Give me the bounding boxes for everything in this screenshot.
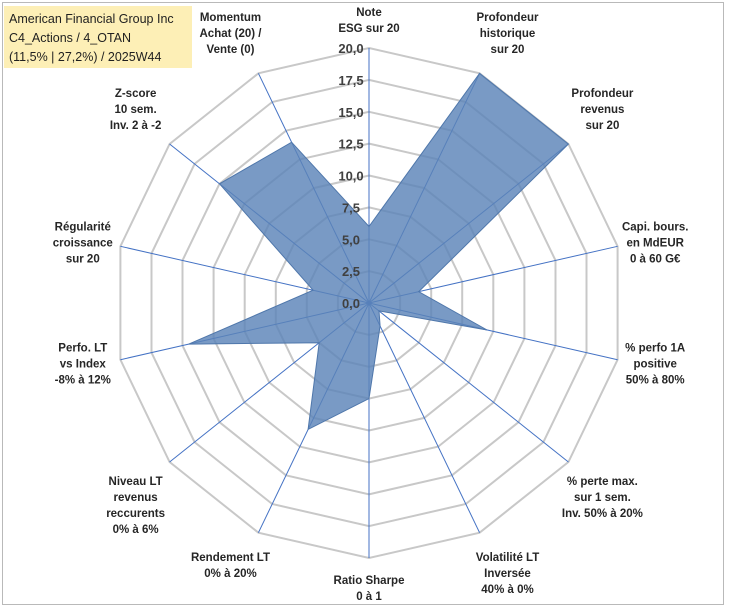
chart-title-line-2: C4_Actions / 4_OTAN — [9, 31, 132, 45]
axis-label: Momentum Achat (20) / Vente (0) — [200, 12, 263, 56]
axis-label: Régularité croissance sur 20 — [53, 221, 113, 265]
tick-label: 17,5 — [338, 73, 363, 88]
chart-title-line-3: (11,5% | 27,2%) / 2025W44 — [9, 50, 162, 64]
axis-label: Perfo. LT vs Index -8% à 12% — [55, 343, 111, 387]
tick-label: 15,0 — [338, 105, 363, 120]
axis-label: Note ESG sur 20 — [338, 7, 399, 35]
axis-label: Z-score 10 sem. Inv. 2 à -2 — [110, 88, 162, 132]
axis-label: Profondeur historique sur 20 — [477, 12, 539, 56]
chart-title-box: American Financial Group Inc C4_Actions … — [4, 6, 192, 68]
tick-label: 7,5 — [342, 200, 360, 215]
axis-label: % perte max. sur 1 sem. Inv. 50% à 20% — [562, 476, 643, 520]
axis-label: Volatilité LT Inversée 40% à 0% — [476, 552, 539, 596]
axis-spoke — [368, 302, 481, 533]
series-area — [188, 72, 570, 431]
axis-label: % perfo 1A positive 50% à 80% — [625, 343, 685, 387]
tick-label: 2,5 — [342, 264, 360, 279]
axis-spoke — [368, 302, 569, 463]
axis-label: Profondeur revenus sur 20 — [571, 88, 633, 132]
axis-label: Rendement LT 0% à 20% — [191, 552, 270, 580]
tick-label: 20,0 — [338, 41, 363, 56]
radar-series — [188, 72, 570, 431]
radar-axis-labels: Note ESG sur 20 Profondeur historique sur 20… — [53, 7, 689, 603]
tick-label: 10,0 — [338, 169, 363, 184]
axis-label: Ratio Sharpe 0 à 1 — [334, 575, 405, 603]
tick-label: 0,0 — [342, 296, 360, 311]
axis-label: Capi. bours. en MdEUR 0 à 60 G€ — [622, 221, 688, 265]
radar-tick-labels: 0,0 2,5 5,0 7,5 10,0 12,5 15,0 17,5 20,0 — [338, 41, 363, 311]
chart-title-line-1: American Financial Group Inc — [9, 12, 174, 26]
tick-label: 5,0 — [342, 232, 360, 247]
axis-label: Niveau LT revenus reccurents 0% à 6% — [106, 476, 165, 536]
tick-label: 12,5 — [338, 137, 363, 152]
